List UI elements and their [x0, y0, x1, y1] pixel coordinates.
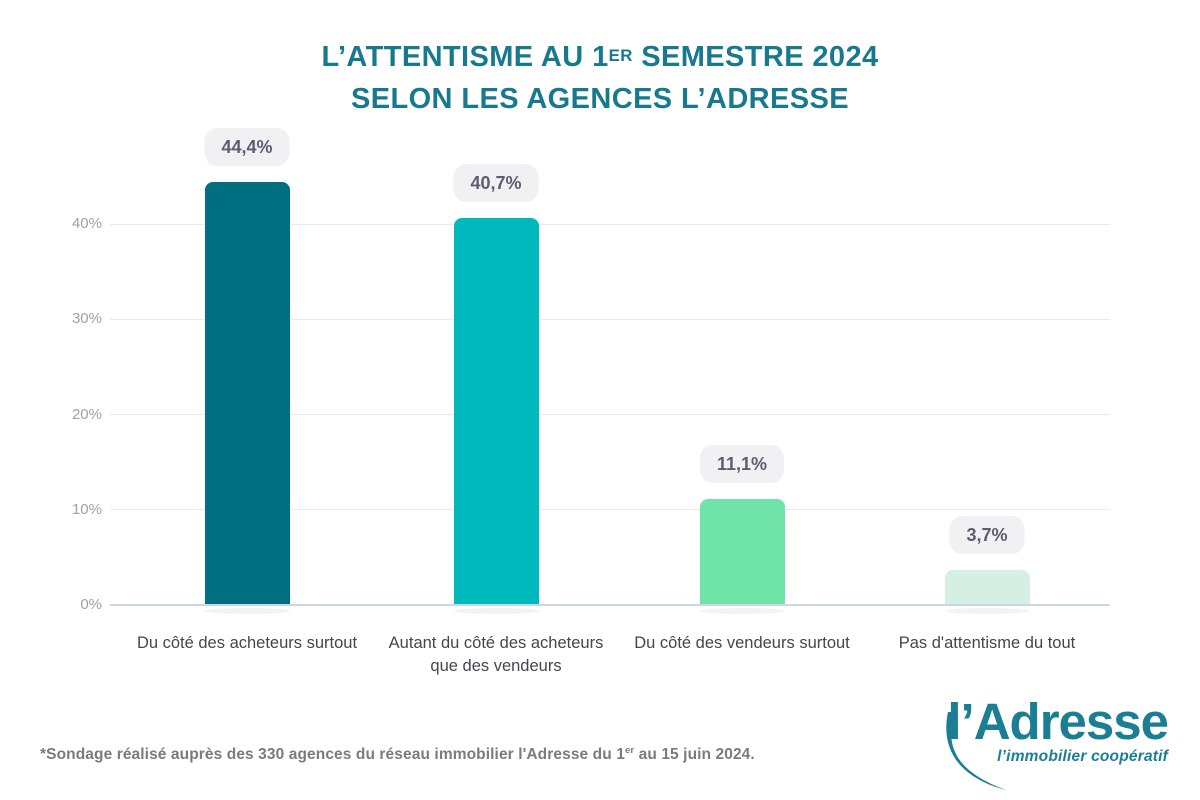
- y-tick-label: 20%: [71, 405, 102, 423]
- chart-title: L’ATTENTISME AU 1ER SEMESTRE 2024 SELON …: [0, 36, 1200, 120]
- value-badge: 3,7%: [949, 515, 1025, 554]
- gridline-20%: [110, 414, 1110, 416]
- title-line1-superscript: ER: [608, 46, 633, 65]
- category-label: Du côté des vendeurs surtout: [634, 634, 850, 652]
- value-badge: 40,7%: [453, 163, 539, 202]
- footnote-prefix: *Sondage réalisé auprès des 330 agences …: [40, 746, 625, 763]
- category-label: Autant du côté des acheteurs que des ven…: [388, 634, 604, 675]
- logo-wordmark: l’Adresse: [947, 693, 1169, 750]
- title-line1-suffix: SEMESTRE 2024: [632, 41, 879, 73]
- gridline-30%: [110, 318, 1110, 320]
- chart-title-line1: L’ATTENTISME AU 1ER SEMESTRE 2024: [0, 36, 1200, 78]
- gridline-0%: [110, 604, 1110, 606]
- bar-shadow: [944, 608, 1030, 614]
- category-label: Du côté des acheteurs surtout: [136, 634, 358, 652]
- y-tick-label: 30%: [71, 310, 102, 328]
- gridline-10%: [110, 509, 1110, 511]
- title-line1-prefix: L’ATTENTISME AU 1: [321, 41, 609, 73]
- logo-tagline: l’immobilier coopératif: [997, 748, 1168, 765]
- y-tick-label: 40%: [71, 215, 102, 233]
- y-tick-label: 10%: [71, 500, 102, 518]
- value-badge: 44,4%: [204, 128, 290, 167]
- survey-footnote: *Sondage réalisé auprès des 330 agences …: [40, 745, 755, 764]
- bar-shadow: [699, 608, 785, 614]
- bar-shadow: [204, 608, 290, 614]
- bar-shadow: [453, 608, 539, 614]
- y-tick-label: 0%: [80, 596, 102, 613]
- chart-plot: 44,4% 40,7% 11,1% 3,7%: [110, 128, 1110, 614]
- footnote-suffix: au 15 juin 2024.: [634, 746, 755, 763]
- y-axis-tick-labels: 0% 10% 20% 30% 40%: [28, 158, 102, 613]
- ladresse-logo: l’Adresse l’immobilier coopératif: [888, 693, 1169, 790]
- footnote-superscript: er: [624, 745, 635, 756]
- bar: [453, 217, 539, 605]
- x-axis-category-labels: Du côté des acheteurs surtout Autant du c…: [110, 632, 1110, 712]
- value-badge: 11,1%: [699, 445, 785, 484]
- chart-title-line2: SELON LES AGENCES L’ADRESSE: [351, 83, 849, 115]
- bar: [204, 182, 290, 605]
- gridline-40%: [110, 223, 1110, 225]
- logo-swoosh-icon: [946, 712, 1006, 790]
- bar: [944, 569, 1030, 605]
- bar: [699, 499, 785, 605]
- category-label: Pas d'attentisme du tout: [898, 634, 1076, 652]
